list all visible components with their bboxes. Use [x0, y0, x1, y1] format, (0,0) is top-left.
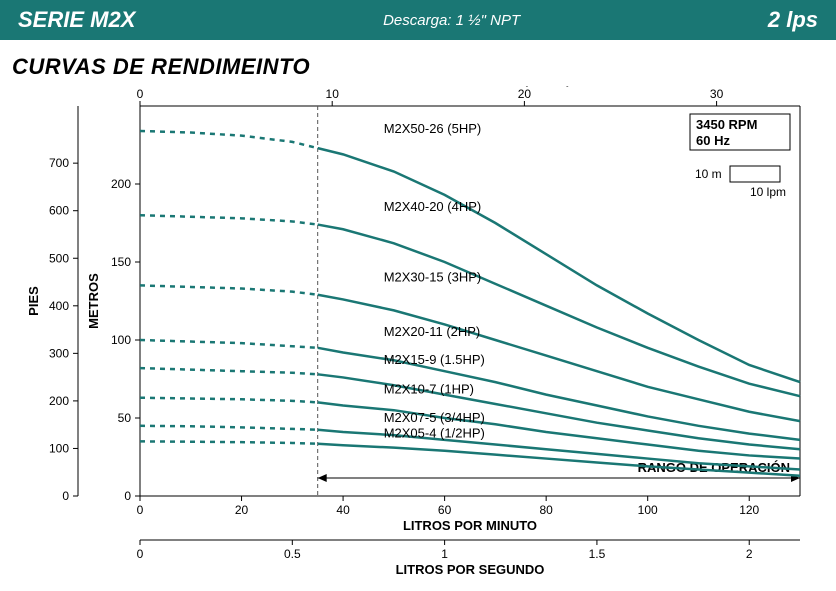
svg-text:LITROS POR SEGUNDO: LITROS POR SEGUNDO [396, 562, 545, 577]
svg-text:0.5: 0.5 [284, 547, 301, 561]
svg-text:M2X20-11 (2HP): M2X20-11 (2HP) [384, 324, 481, 339]
svg-text:60: 60 [438, 503, 452, 517]
svg-text:200: 200 [111, 177, 131, 191]
svg-text:10 lpm: 10 lpm [750, 185, 786, 199]
svg-text:500: 500 [49, 251, 69, 265]
svg-text:30: 30 [710, 87, 724, 101]
svg-text:1.5: 1.5 [589, 547, 606, 561]
svg-text:100: 100 [638, 503, 658, 517]
svg-text:2: 2 [746, 547, 753, 561]
svg-text:0: 0 [137, 87, 144, 101]
svg-text:0: 0 [137, 547, 144, 561]
section-title: CURVAS DE RENDIMEINTO [12, 54, 836, 80]
svg-text:0: 0 [124, 489, 131, 503]
svg-text:1: 1 [441, 547, 448, 561]
svg-text:700: 700 [49, 156, 69, 170]
performance-chart: 0102030GALONES POR MINUTO (U.S.A.)020406… [0, 86, 822, 586]
svg-text:0: 0 [62, 489, 69, 503]
svg-text:120: 120 [739, 503, 759, 517]
svg-text:3450 RPM: 3450 RPM [696, 117, 757, 132]
svg-text:0: 0 [137, 503, 144, 517]
svg-text:100: 100 [111, 333, 131, 347]
svg-text:300: 300 [49, 346, 69, 360]
svg-text:60 Hz: 60 Hz [696, 133, 730, 148]
svg-text:M2X15-9 (1.5HP): M2X15-9 (1.5HP) [384, 352, 485, 367]
svg-text:M2X30-15 (3HP): M2X30-15 (3HP) [384, 269, 482, 284]
svg-text:80: 80 [539, 503, 553, 517]
banner-discharge: Descarga: 1 ½" NPT [135, 12, 767, 29]
svg-text:20: 20 [235, 503, 249, 517]
svg-text:10: 10 [326, 87, 340, 101]
svg-text:M2X50-26 (5HP): M2X50-26 (5HP) [384, 121, 482, 136]
svg-text:PIES: PIES [26, 286, 41, 316]
svg-text:10 m: 10 m [695, 167, 722, 181]
svg-text:M2X10-7 (1HP): M2X10-7 (1HP) [384, 382, 474, 397]
svg-text:20: 20 [518, 87, 532, 101]
svg-text:200: 200 [49, 394, 69, 408]
svg-text:LITROS POR MINUTO: LITROS POR MINUTO [403, 518, 537, 533]
svg-text:150: 150 [111, 255, 131, 269]
svg-text:40: 40 [336, 503, 350, 517]
svg-text:M2X07-5 (3/4HP): M2X07-5 (3/4HP) [384, 410, 485, 425]
banner-series: SERIE M2X [18, 7, 135, 33]
svg-text:GALONES POR MINUTO (U.S.A.): GALONES POR MINUTO (U.S.A.) [369, 86, 570, 87]
svg-text:M2X05-4 (1/2HP): M2X05-4 (1/2HP) [384, 425, 485, 440]
svg-text:METROS: METROS [86, 273, 101, 329]
svg-text:M2X40-20 (4HP): M2X40-20 (4HP) [384, 199, 482, 214]
svg-text:100: 100 [49, 441, 69, 455]
svg-text:400: 400 [49, 299, 69, 313]
svg-text:600: 600 [49, 204, 69, 218]
banner-flow: 2 lps [768, 7, 818, 33]
svg-text:50: 50 [118, 411, 132, 425]
banner: SERIE M2X Descarga: 1 ½" NPT 2 lps [0, 0, 836, 40]
